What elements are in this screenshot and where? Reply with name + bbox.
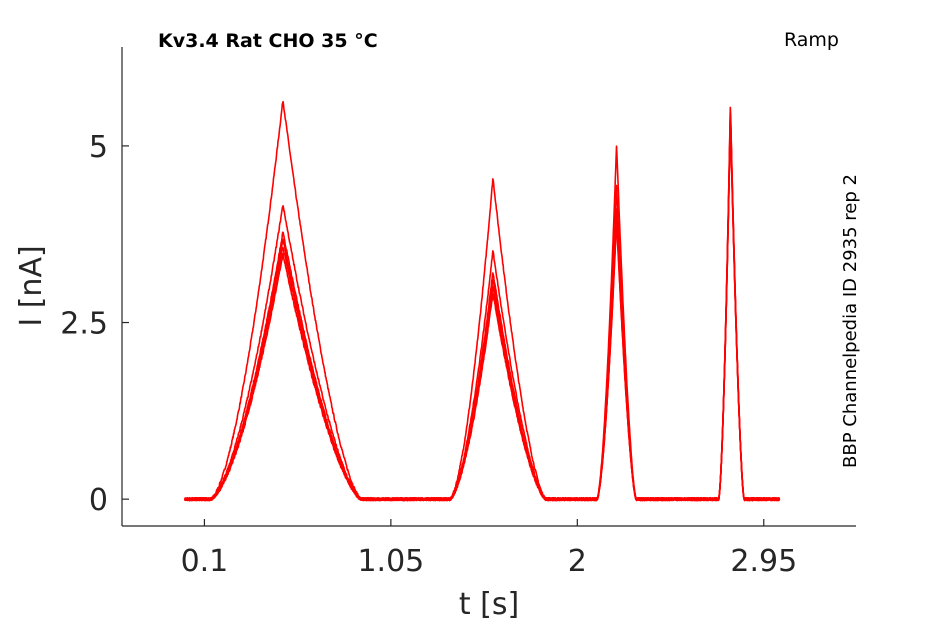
y-axis-label: I [nA] bbox=[14, 245, 49, 326]
x-axis-label: t [s] bbox=[459, 587, 519, 622]
y-tick-label: 2.5 bbox=[60, 307, 108, 342]
protocol-label: Ramp bbox=[784, 29, 839, 51]
x-axis-ticks: 0.1 1.05 2 2.95 bbox=[181, 519, 797, 579]
y-tick-label: 5 bbox=[89, 130, 108, 165]
source-label: BBP Channelpedia ID 2935 rep 2 bbox=[840, 174, 861, 468]
x-tick-label: 1.05 bbox=[357, 544, 424, 579]
chart-title: Kv3.4 Rat CHO 35 °C bbox=[158, 30, 378, 52]
x-tick-label: 2.95 bbox=[730, 544, 797, 579]
x-tick-label: 2 bbox=[568, 544, 587, 579]
x-tick-label: 0.1 bbox=[181, 544, 229, 579]
current-traces bbox=[184, 100, 781, 502]
y-tick-label: 0 bbox=[89, 483, 108, 518]
current-trace bbox=[184, 121, 781, 502]
y-axis-ticks: 02.55 bbox=[60, 130, 129, 518]
